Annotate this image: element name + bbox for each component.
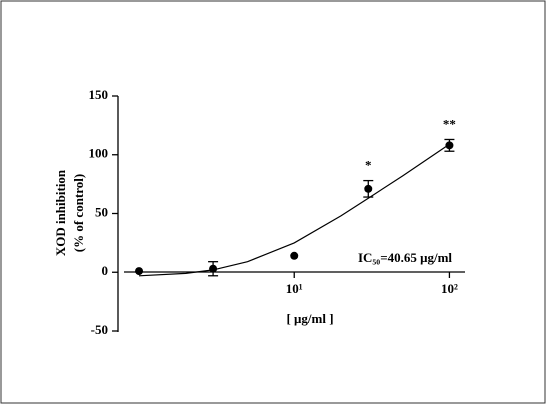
data-point [290,251,299,260]
data-point [364,184,373,193]
x-tick-label: 10¹ [286,281,303,296]
data-point [135,267,144,276]
y-tick-label: 100 [89,146,109,161]
y-tick-label: -50 [91,322,108,337]
x-label: [ μg/ml ] [286,311,333,326]
y-tick-label: 0 [102,263,109,278]
data-point [445,141,454,150]
x-tick-label: 10² [441,281,458,296]
y-label: XOD inhibition [53,169,68,256]
y-tick-label: 50 [95,204,108,219]
significance-label: ** [443,116,456,131]
significance-label: * [365,158,372,173]
fit-curve [138,143,450,277]
y-tick-label: 150 [89,87,109,102]
annotation: IC₅₀=40.65 μg/ml [358,250,452,265]
y-label: (% of control) [71,174,86,252]
